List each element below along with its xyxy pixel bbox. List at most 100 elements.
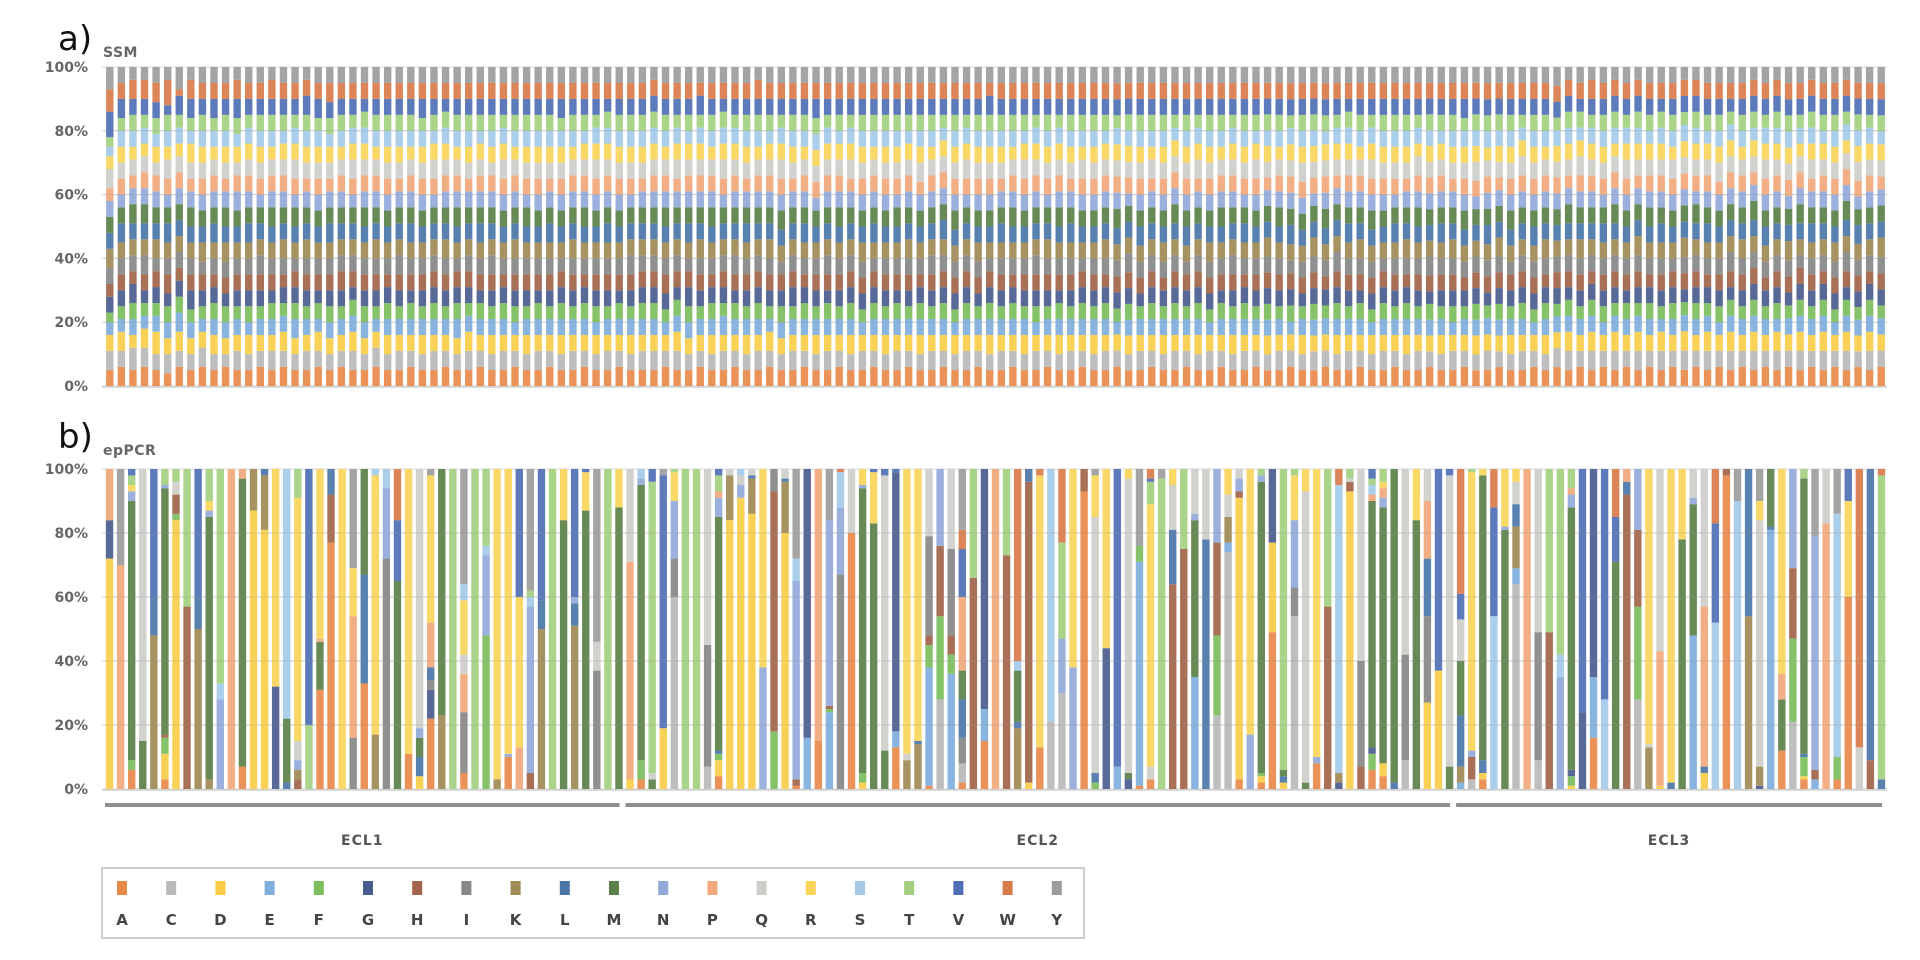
bar-segment-I — [117, 258, 126, 275]
bar-segment-C — [198, 347, 207, 367]
bar-segment-E — [1148, 319, 1156, 335]
bar-segment-P — [870, 175, 878, 192]
bar-segment-L — [1530, 226, 1538, 246]
bar-segment-F — [1692, 303, 1700, 320]
bar — [1778, 469, 1786, 789]
bar-segment-S — [835, 130, 843, 144]
bar-segment-A — [418, 370, 427, 386]
bar-segment-I — [360, 258, 369, 275]
bar-segment-W — [349, 82, 357, 99]
bar-segment-G — [1113, 292, 1121, 309]
bar-segment-C — [1379, 350, 1388, 371]
bar-segment-H — [742, 274, 751, 291]
bar-segment-F — [962, 303, 971, 320]
bar-segment-P — [1423, 501, 1432, 559]
bar-segment-T — [1279, 469, 1288, 770]
bar-segment-L — [1456, 715, 1465, 767]
bar-segment-F — [974, 306, 982, 320]
bar-segment-D — [1423, 702, 1432, 789]
bar-segment-N — [1344, 191, 1353, 208]
bar-segment-P — [1703, 175, 1712, 192]
bar-segment-T — [800, 114, 809, 131]
bar-segment-M — [187, 207, 195, 227]
bar — [1067, 67, 1075, 386]
bar-segment-Y — [792, 469, 800, 559]
bar-segment-F — [1553, 303, 1561, 317]
bar-segment-F — [650, 303, 658, 320]
bar-segment-G — [1657, 290, 1665, 307]
bar-segment-R — [1171, 140, 1179, 157]
bar-segment-S — [1733, 501, 1742, 789]
bar-segment-M — [1703, 207, 1712, 224]
bar-segment-F — [1379, 303, 1388, 320]
bar-segment-K — [1483, 244, 1492, 261]
bar-segment-N — [382, 488, 391, 559]
bar-segment-P — [460, 673, 468, 713]
bar-segment-A — [1321, 366, 1330, 386]
bar-segment-G — [1335, 782, 1343, 789]
bar-segment-L — [1287, 224, 1295, 245]
bar-segment-M — [1191, 520, 1199, 677]
bar-segment-F — [766, 306, 774, 320]
bar-segment-Q — [603, 159, 612, 176]
bar-segment-E — [823, 319, 832, 335]
bar-segment-V — [1356, 98, 1364, 115]
bar-segment-L — [1159, 226, 1168, 243]
bar-segment-A — [163, 373, 172, 386]
bar-segment-W — [1148, 82, 1156, 99]
legend-item-G: G — [362, 881, 374, 929]
bar-segment-Y — [1460, 67, 1469, 83]
bar-segment-H — [221, 277, 230, 294]
bar-segment-T — [1124, 114, 1133, 131]
bar — [1600, 469, 1609, 789]
bar-segment-E — [1512, 568, 1520, 585]
bar-segment-Y — [1368, 67, 1376, 83]
bar-segment-M — [360, 469, 368, 575]
bar-segment-L — [1819, 223, 1828, 240]
bar-segment-A — [476, 366, 484, 386]
bar-segment-C — [766, 350, 774, 367]
bar-segment-M — [1611, 204, 1619, 224]
bar-segment-S — [823, 127, 832, 144]
bar-segment-I — [1310, 256, 1318, 273]
bar-segment-G — [1578, 712, 1587, 789]
bar-segment-M — [870, 207, 878, 224]
bar-segment-G — [858, 293, 867, 310]
bar-segment-P — [858, 178, 867, 195]
bar-segment-S — [482, 545, 490, 556]
bar-segment-G — [511, 290, 519, 307]
bar-segment-F — [661, 309, 670, 323]
bar-segment-N — [360, 191, 369, 208]
bar-segment-M — [395, 207, 403, 224]
bar-segment-I — [1182, 261, 1191, 275]
bar-segment-V — [476, 98, 484, 115]
bar-segment-S — [1113, 128, 1121, 145]
bar-segment-H — [1025, 481, 1033, 783]
bar-segment-S — [499, 127, 508, 144]
bar-segment-R — [349, 568, 357, 617]
bar-segment-M — [1567, 507, 1576, 770]
bar-segment-H — [430, 271, 438, 288]
bar-segment-M — [522, 207, 531, 227]
bar-segment-R — [823, 143, 832, 160]
bar-segment-Y — [1449, 67, 1457, 83]
bar-segment-A — [1750, 370, 1758, 386]
bar-segment-P — [1773, 175, 1781, 192]
bar — [1202, 469, 1210, 789]
bar-segment-F — [858, 773, 867, 783]
bar-segment-Y — [465, 67, 473, 83]
bar-segment-I — [997, 258, 1005, 275]
bar-segment-C — [997, 350, 1005, 371]
bar-segment-V — [1460, 98, 1469, 119]
bar-segment-V — [1287, 99, 1295, 116]
bar-segment-Y — [958, 469, 966, 530]
bar-segment-Q — [1750, 156, 1758, 173]
bar-segment-T — [1275, 114, 1283, 131]
bar-segment-H — [1657, 274, 1665, 291]
bar-segment-A — [1263, 370, 1272, 386]
bar — [1423, 469, 1432, 789]
bar-segment-D — [974, 334, 982, 351]
bar-segment-L — [1611, 223, 1619, 240]
bar-segment-Q — [175, 156, 183, 173]
bar-segment-K — [1032, 239, 1040, 256]
